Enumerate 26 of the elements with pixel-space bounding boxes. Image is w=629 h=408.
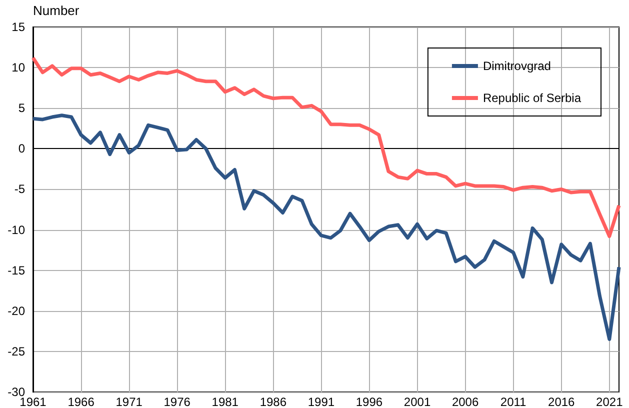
x-tick-label: 1996 [356, 395, 383, 408]
y-tick-label: 10 [12, 60, 26, 75]
y-tick-label: 0 [18, 142, 26, 156]
x-tick-label: 2016 [548, 395, 576, 408]
y-tick-label: -10 [8, 222, 26, 237]
legend-label: Dimitrovgrad [482, 59, 551, 73]
y-tick-label: -20 [8, 304, 26, 318]
y-tick-label: 15 [12, 20, 26, 34]
line-series [31, 114, 621, 342]
y-tick-label: -15 [8, 263, 26, 278]
line-series [31, 56, 621, 238]
x-tick-label: 2011 [500, 395, 527, 408]
x-tick-label: 1991 [308, 395, 335, 408]
y-tick-label: -5 [14, 182, 26, 196]
x-tick-label: 1966 [68, 395, 95, 408]
x-tick-label: 1981 [212, 395, 239, 408]
y-tick-label: 5 [18, 101, 26, 116]
y-tick-label: -25 [8, 344, 26, 358]
x-tick-label: 2021 [596, 395, 624, 408]
y-axis-title: Number [33, 3, 80, 18]
x-tick-label: 1971 [116, 395, 143, 408]
legend-label: Republic of Serbia [482, 91, 582, 105]
x-tick-label: 2006 [452, 395, 479, 408]
x-tick-label: 1986 [260, 395, 287, 408]
x-tick-label: 2001 [404, 395, 431, 408]
x-tick-label: 1976 [164, 395, 191, 408]
